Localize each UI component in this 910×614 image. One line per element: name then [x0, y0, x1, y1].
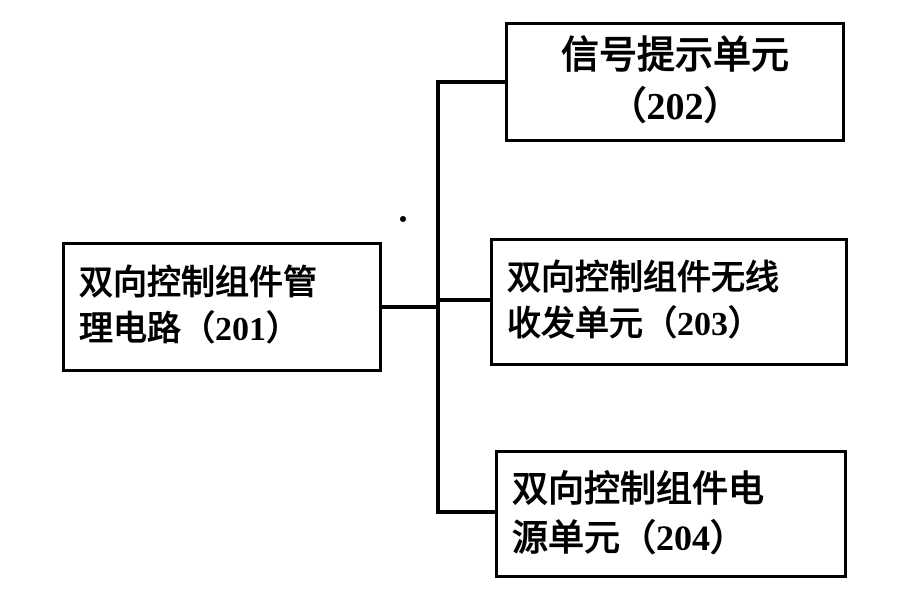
- dot-mark: [400, 216, 406, 222]
- node-label-line: 双向控制组件无线: [507, 260, 779, 297]
- edge-h-to-mid: [436, 298, 490, 302]
- diagram-canvas: 双向控制组件管 理电路（201） 信号提示单元 （202） 双向控制组件无线 收…: [0, 0, 910, 614]
- node-label-line: 双向控制组件电: [512, 469, 764, 509]
- node-label-line: 信号提示单元: [561, 35, 789, 77]
- edge-h-to-top: [436, 80, 505, 84]
- node-label-line: 收发单元（203）: [507, 306, 762, 343]
- node-label-line: 双向控制组件管: [79, 265, 317, 302]
- node-label-line: 理电路（201）: [79, 311, 300, 348]
- edge-v-spine: [436, 80, 440, 514]
- node-label-line: 源单元（204）: [512, 518, 746, 558]
- node-signal-prompt-unit: 信号提示单元 （202）: [505, 22, 845, 142]
- node-label-line: （202）: [608, 86, 741, 128]
- edge-h-to-bot: [436, 510, 495, 514]
- node-wireless-transceiver-unit: 双向控制组件无线 收发单元（203）: [490, 238, 848, 366]
- node-management-circuit: 双向控制组件管 理电路（201）: [62, 242, 382, 372]
- edge-h-left-to-junction: [382, 305, 440, 309]
- node-power-unit: 双向控制组件电 源单元（204）: [495, 450, 847, 578]
